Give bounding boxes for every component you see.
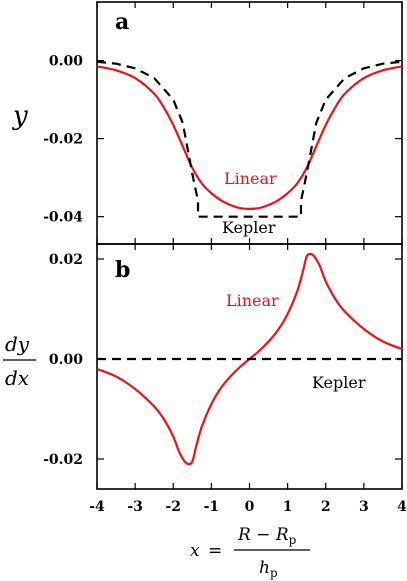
xtick-label-2: -2: [165, 499, 181, 515]
panel-a-frame: [96, 1, 403, 245]
xtick-label-8: 4: [397, 499, 407, 515]
panel-a-kepler-label: Kepler: [222, 218, 276, 237]
xlabel-numerator-main: R − R: [237, 525, 289, 545]
ytick-label-b-1: 0.00: [49, 352, 83, 368]
panel-b-ticks: [96, 244, 403, 489]
panel-b-letter: b: [115, 257, 130, 283]
panel-a-ylabel: y: [12, 101, 28, 131]
panel-b-ylabel-numerator: dy: [5, 332, 30, 356]
ytick-label-a-2: -0.04: [43, 210, 83, 226]
xtick-label-1: -3: [127, 499, 143, 515]
xlabel-denominator: hp: [259, 558, 278, 580]
xtick-label-4: 0: [245, 499, 255, 515]
xlabel-equals: =: [208, 541, 222, 561]
panel-b-linear-label: Linear: [226, 291, 279, 310]
panel-b-xtick-labels: -4 -3 -2 -1 0 1 2 3 4: [89, 499, 407, 515]
xtick-label-6: 2: [321, 499, 331, 515]
xlabel-denominator-sub: p: [270, 566, 278, 580]
series-linear-a: [96, 65, 403, 210]
xlabel-denominator-main: h: [259, 558, 270, 578]
ytick-label-a-1: -0.02: [43, 132, 83, 148]
xtick-label-7: 3: [359, 499, 369, 515]
panel-b-frame: [96, 243, 403, 490]
ytick-label-b-0: 0.02: [49, 252, 83, 268]
ytick-label-b-2: -0.02: [43, 452, 83, 468]
xtick-label-0: -4: [89, 499, 105, 515]
xtick-label-5: 1: [283, 499, 293, 515]
panel-a-linear-label: Linear: [224, 169, 277, 188]
panel-a-ytick-labels: 0.00 -0.02 -0.04: [43, 54, 83, 226]
series-kepler-a: [96, 60, 403, 218]
panel-b-series: [96, 252, 403, 466]
panel-a-series: [96, 60, 403, 218]
panel-b-ylabel-denominator: dx: [5, 366, 29, 390]
panel-a-letter: a: [115, 9, 129, 35]
xlabel-numerator: R − Rp: [237, 525, 297, 547]
panel-a-ticks: [96, 2, 403, 244]
xlabel-x: x: [190, 541, 200, 561]
panel-b-kepler-label: Kepler: [312, 373, 366, 392]
ytick-label-a-0: 0.00: [49, 54, 83, 70]
panel-b-ytick-labels: 0.02 0.00 -0.02: [43, 252, 83, 468]
xlabel-numerator-sub: p: [289, 533, 297, 547]
xtick-label-3: -1: [204, 499, 220, 515]
